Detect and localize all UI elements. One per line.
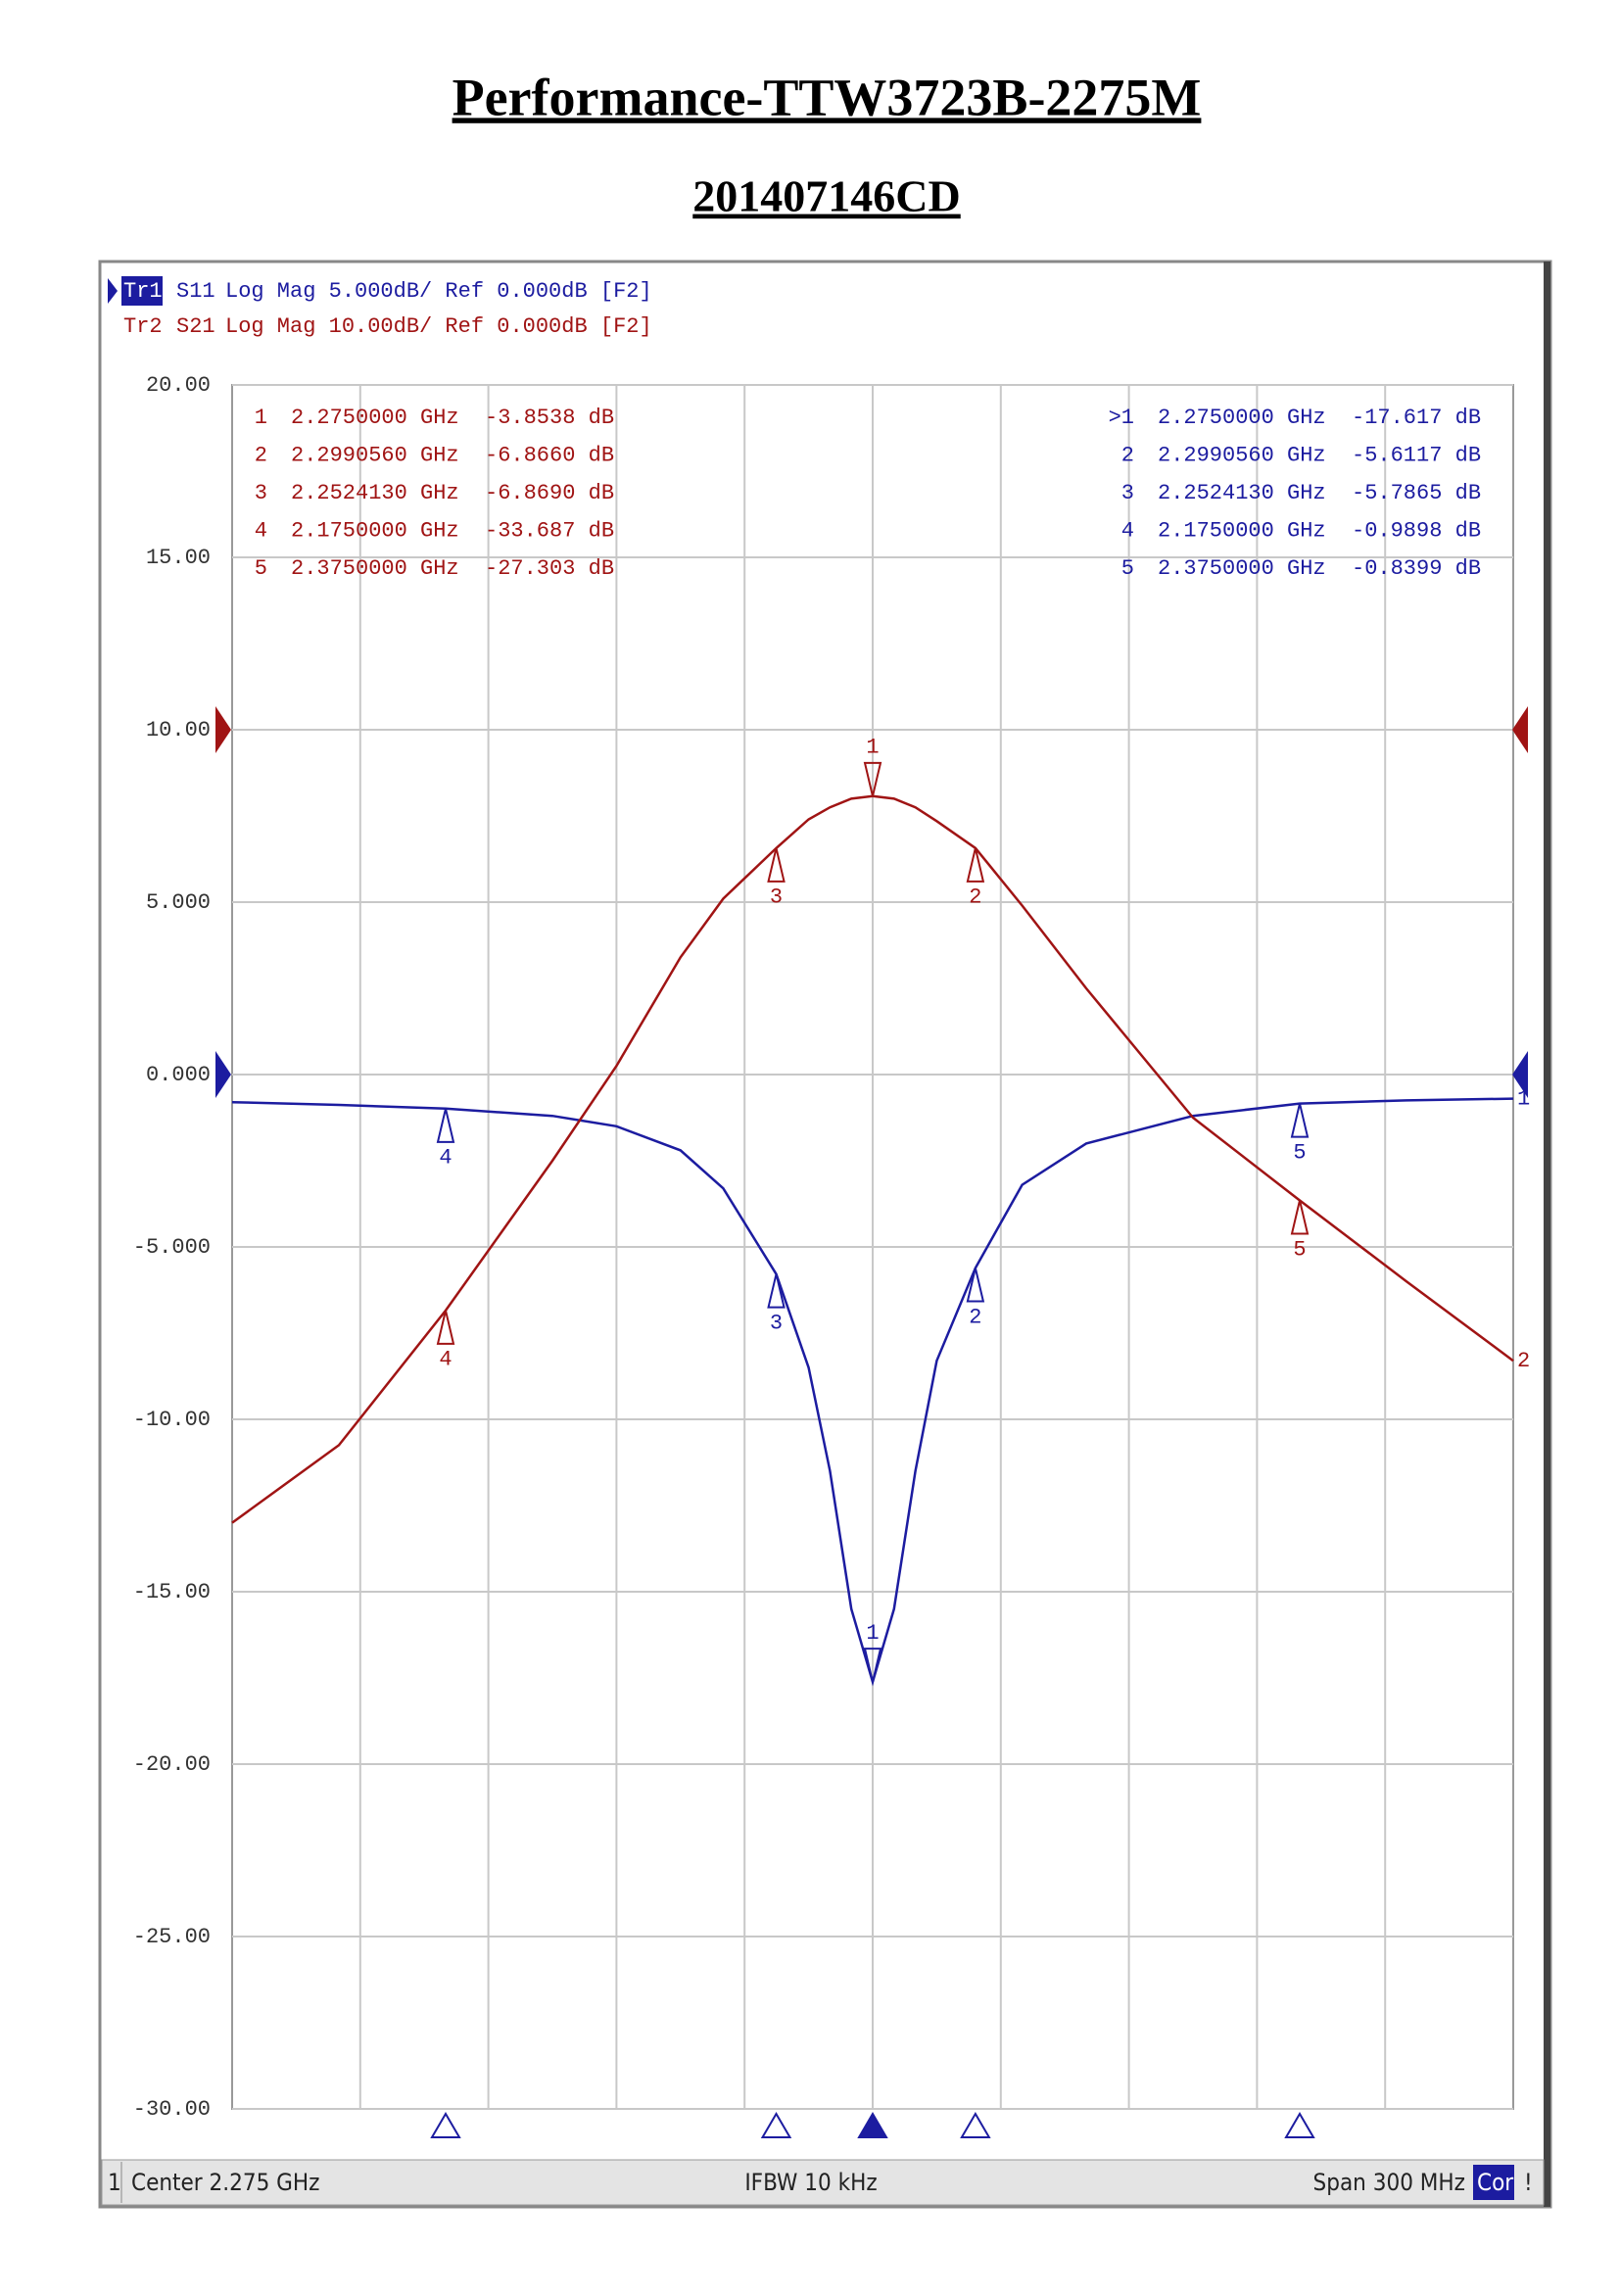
alert: ! bbox=[1524, 2169, 1533, 2196]
marker-triangle bbox=[767, 847, 786, 883]
stimulus-marker bbox=[857, 2112, 888, 2138]
y-tick-label: -5.000 bbox=[133, 1235, 211, 1260]
marker-frequency: 2.2990560 GHz bbox=[1158, 443, 1326, 467]
marker-number: 3 bbox=[1121, 481, 1134, 505]
marker-triangle bbox=[1290, 1103, 1310, 1138]
marker-triangle bbox=[436, 1310, 455, 1345]
legend-entry: S11 bbox=[176, 279, 215, 304]
stimulus-marker bbox=[760, 2112, 792, 2138]
marker-value: -17.617 dB bbox=[1352, 406, 1481, 430]
channel-number: 1 bbox=[108, 2169, 121, 2196]
ref-arrow-left bbox=[215, 706, 231, 753]
ifbw: IFBW 10 kHz bbox=[744, 2169, 877, 2196]
marker-frequency: 2.3750000 GHz bbox=[291, 556, 459, 581]
marker-triangle bbox=[966, 1268, 985, 1303]
marker-number: 3 bbox=[255, 481, 267, 505]
trace-line bbox=[231, 1097, 1514, 1687]
y-tick-label: 15.00 bbox=[146, 546, 211, 570]
marker-label: 2 bbox=[969, 1305, 981, 1329]
marker-number: 2 bbox=[255, 443, 267, 467]
marker-value: -27.303 dB bbox=[485, 556, 614, 581]
marker-frequency: 2.1750000 GHz bbox=[291, 518, 459, 543]
marker-number: 5 bbox=[1121, 556, 1134, 581]
trace-format: Log Mag 5.000dB/ Ref 0.000dB [F2] bbox=[225, 279, 652, 304]
marker-frequency: 2.2750000 GHz bbox=[291, 406, 459, 430]
marker-value: -5.6117 dB bbox=[1352, 443, 1481, 467]
y-tick-label: 0.000 bbox=[146, 1063, 211, 1087]
active-trace-box bbox=[121, 276, 163, 306]
trace-pointer bbox=[108, 278, 118, 304]
y-tick-label: 10.00 bbox=[146, 718, 211, 742]
marker-triangle bbox=[863, 761, 882, 797]
y-tick-label: -15.00 bbox=[133, 1580, 211, 1604]
y-tick-label: 20.00 bbox=[146, 373, 211, 398]
ref-arrow-right bbox=[1512, 706, 1528, 753]
marker-triangle bbox=[863, 1648, 882, 1683]
marker-label: 3 bbox=[770, 885, 783, 910]
marker-number: 1 bbox=[255, 406, 267, 430]
ref-arrow-left bbox=[215, 1051, 231, 1098]
legend-entry: S21 bbox=[176, 314, 215, 339]
status-bar bbox=[101, 2159, 1545, 2206]
span: Span 300 MHz bbox=[1313, 2169, 1465, 2196]
marker-label: 4 bbox=[439, 1348, 452, 1372]
marker-value: -6.8690 dB bbox=[485, 481, 614, 505]
y-tick-label: -30.00 bbox=[133, 2097, 211, 2122]
trace-end-label: 1 bbox=[1517, 1086, 1530, 1111]
marker-triangle bbox=[767, 1273, 786, 1309]
y-tick-label: -10.00 bbox=[133, 1408, 211, 1432]
marker-number: 5 bbox=[255, 556, 267, 581]
marker-label: 3 bbox=[770, 1311, 783, 1335]
trace-format: Log Mag 10.00dB/ Ref 0.000dB [F2] bbox=[225, 314, 652, 339]
stimulus-marker bbox=[430, 2112, 461, 2138]
y-tick-label: -20.00 bbox=[133, 1752, 211, 1777]
chart-subtitle: 201407146CD bbox=[692, 171, 960, 221]
marker-value: -33.687 dB bbox=[485, 518, 614, 543]
stimulus-marker bbox=[1284, 2112, 1315, 2138]
marker-value: -5.7865 dB bbox=[1352, 481, 1481, 505]
marker-frequency: 2.1750000 GHz bbox=[1158, 518, 1326, 543]
marker-label: 5 bbox=[1293, 1140, 1306, 1165]
marker-label: 1 bbox=[866, 736, 879, 760]
marker-number: >1 bbox=[1109, 406, 1134, 430]
marker-number: 4 bbox=[1121, 518, 1134, 543]
y-tick-label: -25.00 bbox=[133, 1925, 211, 1949]
marker-frequency: 2.2750000 GHz bbox=[1158, 406, 1326, 430]
marker-frequency: 2.2524130 GHz bbox=[291, 481, 459, 505]
marker-triangle bbox=[436, 1108, 455, 1143]
marker-value: -0.9898 dB bbox=[1352, 518, 1481, 543]
marker-label: 2 bbox=[969, 885, 981, 910]
marker-triangle bbox=[1290, 1200, 1310, 1235]
correction: Cor bbox=[1477, 2169, 1513, 2196]
trace-label: Tr1 bbox=[123, 279, 163, 304]
center-frequency: Center 2.275 GHz bbox=[131, 2169, 320, 2196]
screen-edge bbox=[1544, 262, 1550, 2207]
marker-number: 4 bbox=[255, 518, 267, 543]
marker-number: 2 bbox=[1121, 443, 1134, 467]
marker-frequency: 2.3750000 GHz bbox=[1158, 556, 1326, 581]
chart-title: Performance-TTW3723B-2275M bbox=[453, 68, 1202, 126]
trace-end-label: 2 bbox=[1517, 1349, 1530, 1373]
marker-label: 5 bbox=[1293, 1237, 1306, 1262]
marker-value: -3.8538 dB bbox=[485, 406, 614, 430]
marker-value: -6.8660 dB bbox=[485, 443, 614, 467]
marker-label: 4 bbox=[439, 1146, 452, 1171]
analyzer-screen bbox=[98, 260, 1552, 2209]
trace-line bbox=[231, 794, 1514, 1524]
marker-frequency: 2.2990560 GHz bbox=[291, 443, 459, 467]
marker-triangle bbox=[966, 847, 985, 883]
trace-label: Tr2 bbox=[123, 314, 163, 339]
stimulus-marker bbox=[960, 2112, 991, 2138]
marker-value: -0.8399 dB bbox=[1352, 556, 1481, 581]
y-tick-label: 5.000 bbox=[146, 890, 211, 915]
marker-label: 1 bbox=[866, 1621, 879, 1646]
cor-box bbox=[1473, 2165, 1514, 2200]
marker-frequency: 2.2524130 GHz bbox=[1158, 481, 1326, 505]
ref-arrow-right bbox=[1512, 1051, 1528, 1098]
